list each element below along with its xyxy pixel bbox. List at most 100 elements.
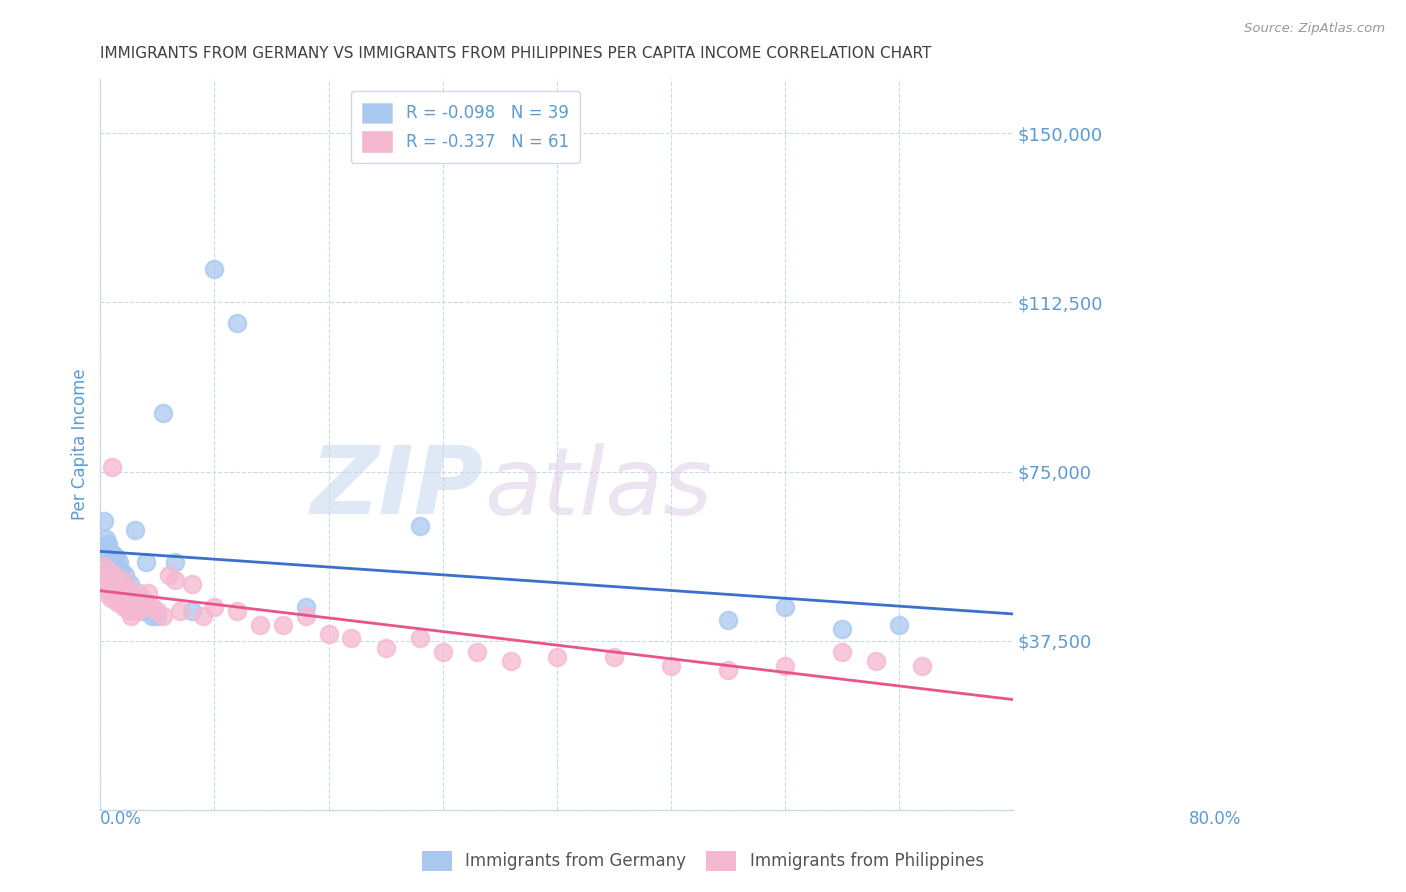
Text: 0.0%: 0.0% — [100, 810, 142, 828]
Point — [127, 595, 149, 609]
Point — [115, 595, 138, 609]
Point — [111, 573, 134, 587]
Point — [191, 609, 214, 624]
Point — [108, 568, 131, 582]
Point — [101, 555, 124, 569]
Point — [107, 586, 129, 600]
Point — [204, 261, 226, 276]
Point — [94, 533, 117, 547]
Point — [135, 595, 157, 609]
Point — [93, 514, 115, 528]
Text: ZIP: ZIP — [311, 442, 484, 534]
Point — [294, 609, 316, 624]
Point — [887, 618, 910, 632]
Point — [146, 609, 169, 624]
Point — [603, 649, 626, 664]
Point — [108, 577, 131, 591]
Point — [118, 591, 141, 605]
Point — [717, 663, 740, 677]
Point — [100, 591, 122, 605]
Point — [118, 604, 141, 618]
Point — [340, 632, 363, 646]
Point — [117, 582, 139, 596]
Point — [114, 586, 136, 600]
Point — [121, 595, 143, 609]
Point — [226, 604, 249, 618]
Point — [98, 550, 121, 565]
Point — [124, 523, 146, 537]
Point — [773, 658, 796, 673]
Point — [104, 573, 127, 587]
Point — [112, 599, 135, 614]
Point — [141, 599, 163, 614]
Point — [100, 546, 122, 560]
Text: atlas: atlas — [484, 442, 711, 533]
Point — [110, 595, 132, 609]
Text: IMMIGRANTS FROM GERMANY VS IMMIGRANTS FROM PHILIPPINES PER CAPITA INCOME CORRELA: IMMIGRANTS FROM GERMANY VS IMMIGRANTS FR… — [100, 46, 932, 62]
Point — [226, 316, 249, 330]
Point — [865, 654, 887, 668]
Text: Source: ZipAtlas.com: Source: ZipAtlas.com — [1244, 22, 1385, 36]
Point — [97, 564, 120, 578]
Point — [659, 658, 682, 673]
Point — [318, 627, 340, 641]
Point — [120, 609, 142, 624]
Point — [204, 599, 226, 614]
Point — [546, 649, 568, 664]
Point — [125, 604, 148, 618]
Point — [110, 564, 132, 578]
Point — [132, 599, 155, 614]
Point — [180, 577, 202, 591]
Point — [100, 559, 122, 574]
Point — [717, 614, 740, 628]
Text: 80.0%: 80.0% — [1189, 810, 1241, 828]
Point — [131, 591, 153, 605]
Point — [831, 645, 853, 659]
Point — [101, 573, 124, 587]
Point — [180, 604, 202, 618]
Point — [94, 577, 117, 591]
Point — [96, 546, 118, 560]
Point — [169, 604, 191, 618]
Point — [105, 550, 128, 565]
Legend: Immigrants from Germany, Immigrants from Philippines: Immigrants from Germany, Immigrants from… — [413, 842, 993, 880]
Point — [163, 573, 186, 587]
Point — [136, 586, 159, 600]
Y-axis label: Per Capita Income: Per Capita Income — [72, 368, 89, 520]
Point — [409, 632, 432, 646]
Point — [124, 595, 146, 609]
Point — [105, 577, 128, 591]
Point — [152, 609, 174, 624]
Point — [271, 618, 294, 632]
Point — [103, 564, 125, 578]
Point — [94, 573, 117, 587]
Point — [831, 623, 853, 637]
Point — [157, 568, 180, 582]
Point — [374, 640, 396, 655]
Point — [107, 595, 129, 609]
Point — [97, 537, 120, 551]
Point — [465, 645, 488, 659]
Point — [98, 582, 121, 596]
Point — [128, 586, 150, 600]
Legend: R = -0.098   N = 39, R = -0.337   N = 61: R = -0.098 N = 39, R = -0.337 N = 61 — [350, 91, 581, 163]
Point — [163, 555, 186, 569]
Point — [152, 406, 174, 420]
Point — [432, 645, 454, 659]
Point — [100, 460, 122, 475]
Point — [118, 577, 141, 591]
Point — [96, 586, 118, 600]
Point — [121, 591, 143, 605]
Point — [141, 609, 163, 624]
Point — [146, 604, 169, 618]
Point — [111, 591, 134, 605]
Point — [409, 518, 432, 533]
Point — [112, 573, 135, 587]
Point — [294, 599, 316, 614]
Point — [911, 658, 934, 673]
Point — [112, 577, 135, 591]
Point — [107, 559, 129, 574]
Point — [104, 586, 127, 600]
Point — [107, 555, 129, 569]
Point — [103, 568, 125, 582]
